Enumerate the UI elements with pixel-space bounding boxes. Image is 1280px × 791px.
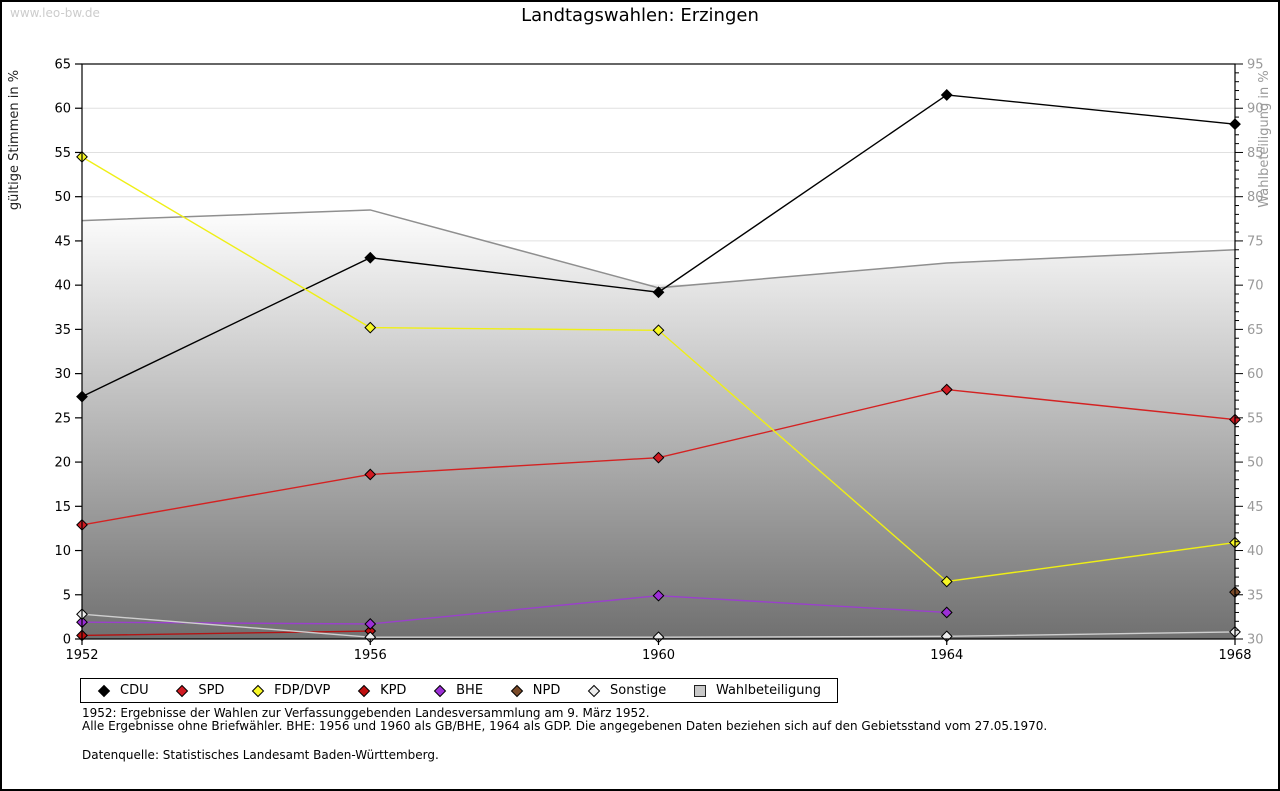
legend-label-sonstige: Sonstige — [610, 683, 667, 698]
legend: CDU SPD FDP/DVP KPD BHE NPD Sonstige Wahlbeteil… — [80, 678, 838, 703]
right-tick-label: 70 — [1247, 279, 1264, 294]
legend-marker-npd — [510, 684, 523, 697]
right-tick-label: 90 — [1247, 102, 1264, 117]
left-tick-label: 15 — [54, 500, 71, 515]
series-line-kpd — [81, 630, 371, 637]
footnote-line-1: 1952: Ergebnisse der Wahlen zur Verfassu… — [82, 706, 650, 720]
right-tick-label: 80 — [1247, 190, 1264, 205]
x-tick-label: 1952 — [65, 648, 98, 663]
legend-marker-cdu — [97, 684, 111, 697]
legend-marker-wahlbeteiligung — [693, 684, 706, 697]
right-axis-title: Wahlbeteiligung in % — [1257, 70, 1272, 207]
right-tick-label: 30 — [1247, 633, 1264, 648]
left-tick-label: 0 — [63, 633, 71, 648]
legend-label-fdp-dvp: FDP/DVP — [274, 683, 331, 698]
legend-item-sonstige: Sonstige — [587, 683, 666, 698]
left-tick-label: 40 — [54, 279, 71, 294]
marker-cdu-1964 — [940, 89, 953, 101]
legend-label-bhe: BHE — [456, 683, 484, 698]
chart-title: Landtagswahlen: Erzingen — [521, 5, 759, 26]
series-line-bhe — [81, 594, 947, 625]
footnote-line-2: Alle Ergebnisse ohne Briefwähler. BHE: 1… — [82, 719, 1048, 733]
left-tick-label: 35 — [54, 323, 71, 338]
right-tick-label: 55 — [1247, 411, 1264, 426]
footnotes: 1952: Ergebnisse der Wahlen zur Verfassu… — [82, 707, 1047, 733]
marker-bhe-1960 — [652, 589, 665, 602]
right-tick-label: 50 — [1247, 456, 1264, 471]
legend-item-bhe: BHE — [433, 683, 483, 698]
right-tick-label: 65 — [1247, 323, 1264, 338]
chart-canvas: 0 5 10 15 20 25 30 35 40 45 50 55 60 65 30 35 40 45 50 55 60… — [7, 58, 1272, 664]
x-tick-label: 1968 — [1218, 648, 1251, 663]
right-tick-label: 95 — [1247, 58, 1264, 73]
source-note: Datenquelle: Statistisches Landesamt Bad… — [82, 748, 439, 762]
legend-marker-spd — [176, 684, 189, 697]
marker-bhe-1956 — [364, 618, 377, 630]
legend-label-spd: SPD — [198, 683, 225, 698]
left-tick-label: 65 — [54, 58, 71, 73]
legend-item-fdp-dvp: FDP/DVP — [251, 683, 330, 698]
marker-fdp-dvp-1964 — [940, 575, 953, 588]
legend-item-cdu: CDU — [97, 683, 149, 698]
legend-item-wahlbeteiligung: Wahlbeteiligung — [693, 683, 821, 698]
left-tick-label: 60 — [54, 102, 71, 117]
right-tick-label: 60 — [1247, 367, 1264, 382]
legend-label-cdu: CDU — [120, 683, 149, 698]
watermark: www.leo-bw.de — [10, 6, 100, 20]
right-tick-label: 45 — [1247, 500, 1264, 515]
marker-spd-1960 — [652, 451, 665, 464]
legend-marker-kpd — [357, 684, 371, 697]
left-tick-label: 5 — [63, 588, 71, 603]
marker-fdp-dvp-1960 — [652, 324, 665, 337]
right-tick-label: 85 — [1247, 146, 1264, 161]
marker-spd-1956 — [364, 468, 377, 481]
legend-label-wahlbeteiligung: Wahlbeteiligung — [715, 683, 821, 698]
x-tick-label: 1960 — [642, 648, 675, 663]
marker-bhe-1964 — [940, 606, 953, 619]
right-tick-label: 75 — [1247, 234, 1264, 249]
legend-item-kpd: KPD — [357, 683, 406, 698]
left-tick-label: 20 — [54, 456, 71, 471]
left-tick-label: 50 — [54, 190, 71, 205]
legend-label-kpd: KPD — [380, 683, 407, 698]
left-tick-label: 10 — [54, 544, 71, 559]
legend-label-npd: NPD — [532, 683, 561, 698]
marker-fdp-dvp-1956 — [364, 321, 377, 334]
legend-marker-fdp-dvp — [251, 684, 265, 697]
participation-area — [82, 209, 1235, 639]
x-tick-label: 1956 — [354, 648, 387, 663]
legend-marker-sonstige — [587, 684, 601, 697]
left-tick-label: 25 — [54, 411, 71, 426]
right-tick-label: 35 — [1247, 588, 1264, 603]
legend-item-spd: SPD — [175, 683, 224, 698]
left-axis-title: gültige Stimmen in % — [7, 70, 22, 210]
left-tick-label: 30 — [54, 367, 71, 382]
marker-cdu-1956 — [364, 251, 377, 264]
left-tick-label: 45 — [54, 234, 71, 249]
left-tick-label: 55 — [54, 146, 71, 161]
right-tick-label: 40 — [1247, 544, 1264, 559]
marker-cdu-1960 — [652, 286, 665, 299]
legend-marker-bhe — [433, 684, 447, 697]
marker-spd-1964 — [940, 383, 953, 396]
x-tick-label: 1964 — [930, 648, 963, 663]
legend-item-npd: NPD — [510, 683, 561, 698]
